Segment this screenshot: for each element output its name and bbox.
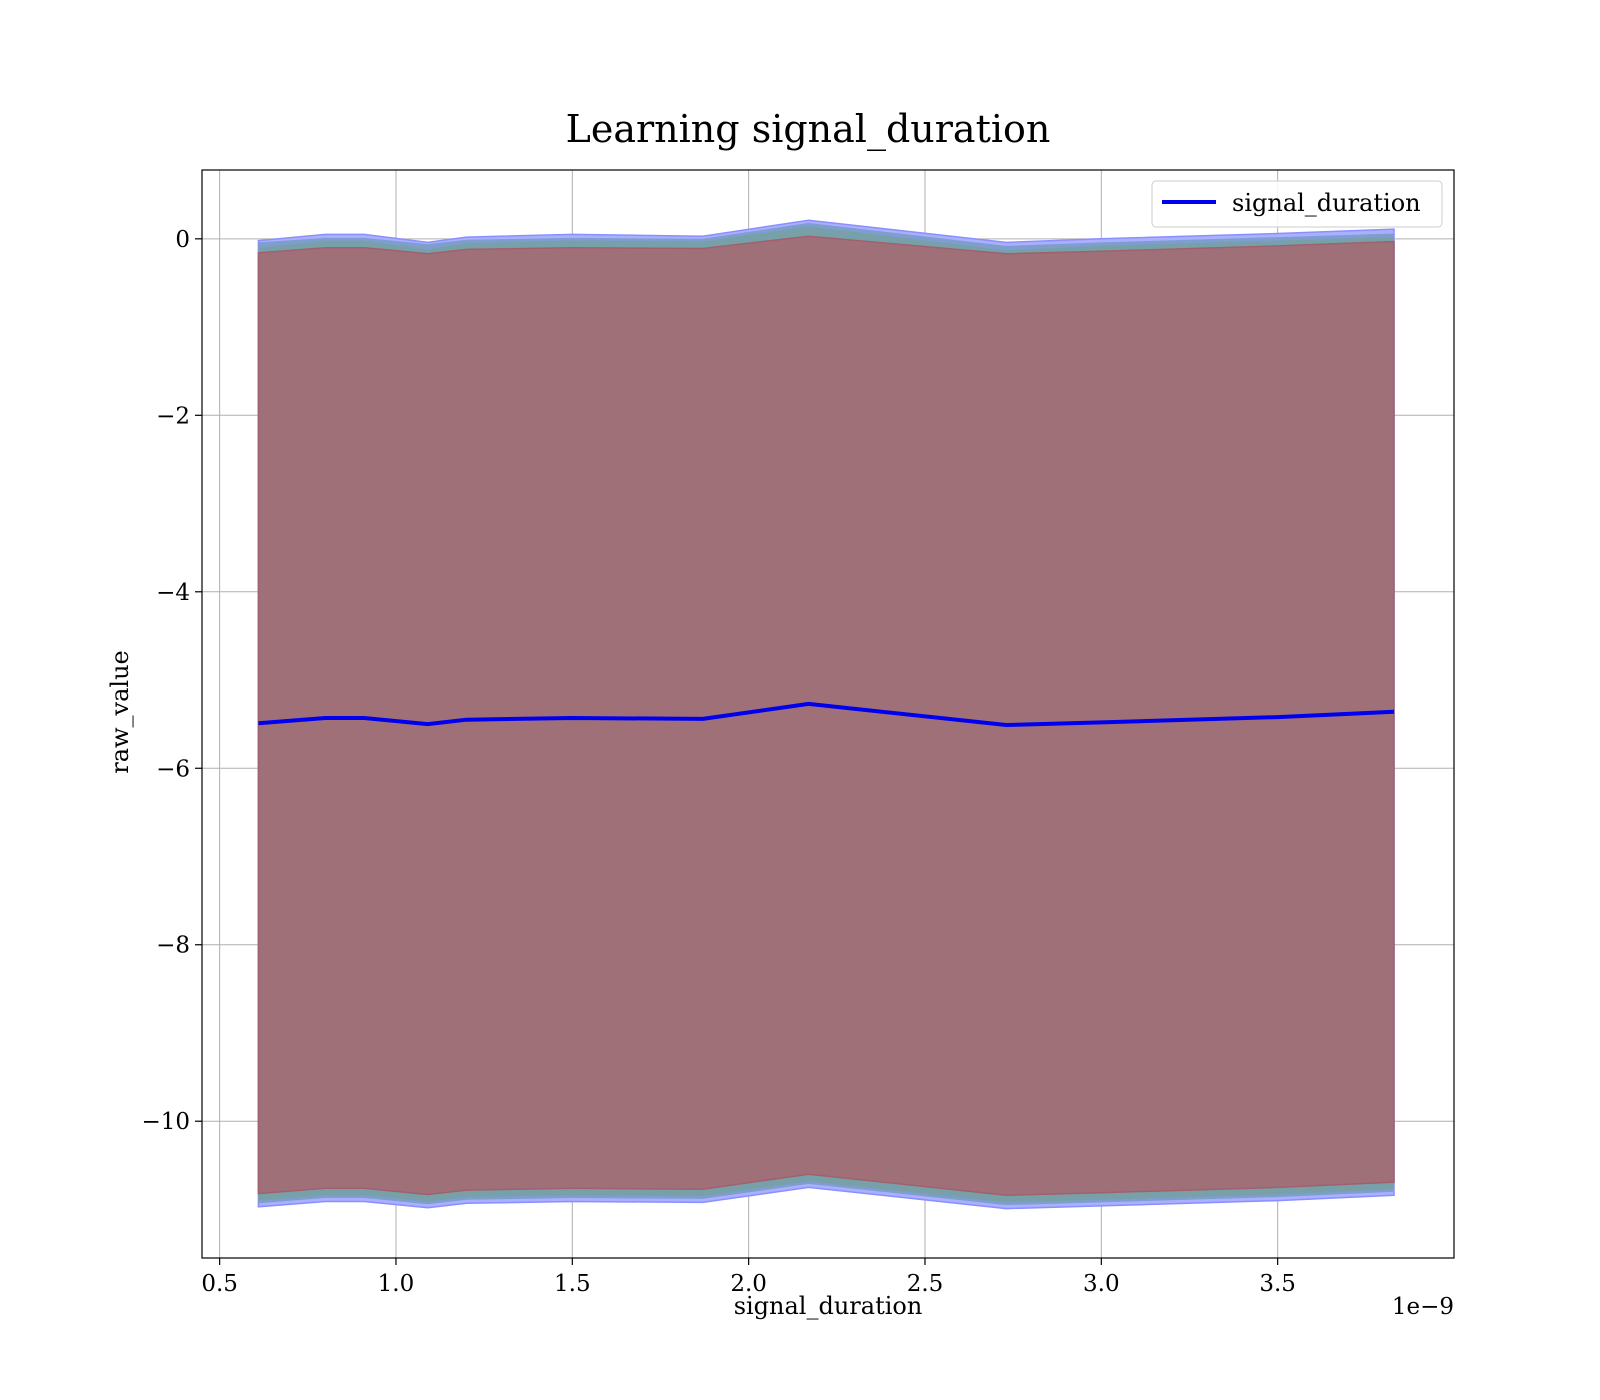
y-tick-label: −8 [156,933,190,959]
x-axis-label: signal_duration [734,1292,923,1320]
y-tick-label: −6 [156,756,190,782]
x-tick-label: 2.0 [730,1271,767,1297]
x-tick-label: 2.5 [907,1271,944,1297]
plot-frame [201,169,1455,1259]
y-tick-label: −2 [156,403,190,429]
confidence-bands [257,219,1395,1210]
x-tick-label: 0.5 [201,1271,238,1297]
x-axis-ticks: 0.5 1.0 1.5 2.0 2.5 3.0 3.5 [201,1258,1296,1297]
legend: signal_duration [1151,180,1443,228]
legend-box [1151,180,1443,228]
chart-title: Learning signal_duration [566,107,1051,152]
confidence-band [257,235,1395,1197]
y-tick-label: 0 [175,227,190,253]
y-tick-label: −4 [156,580,190,606]
x-axis-offset-label: 1e−9 [1392,1294,1454,1320]
x-tick-label: 3.5 [1259,1271,1296,1297]
series-lines [258,701,1395,727]
x-tick-label: 3.0 [1083,1271,1120,1297]
legend-label: signal_duration [1232,189,1421,217]
y-tick-label: −10 [141,1109,190,1135]
y-axis-label: raw_value [106,650,134,774]
series-line [258,701,1395,727]
x-tick-label: 1.0 [378,1271,415,1297]
y-axis-ticks: 0 −2 −4 −6 −8 −10 [141,227,202,1135]
x-tick-label: 1.5 [554,1271,591,1297]
